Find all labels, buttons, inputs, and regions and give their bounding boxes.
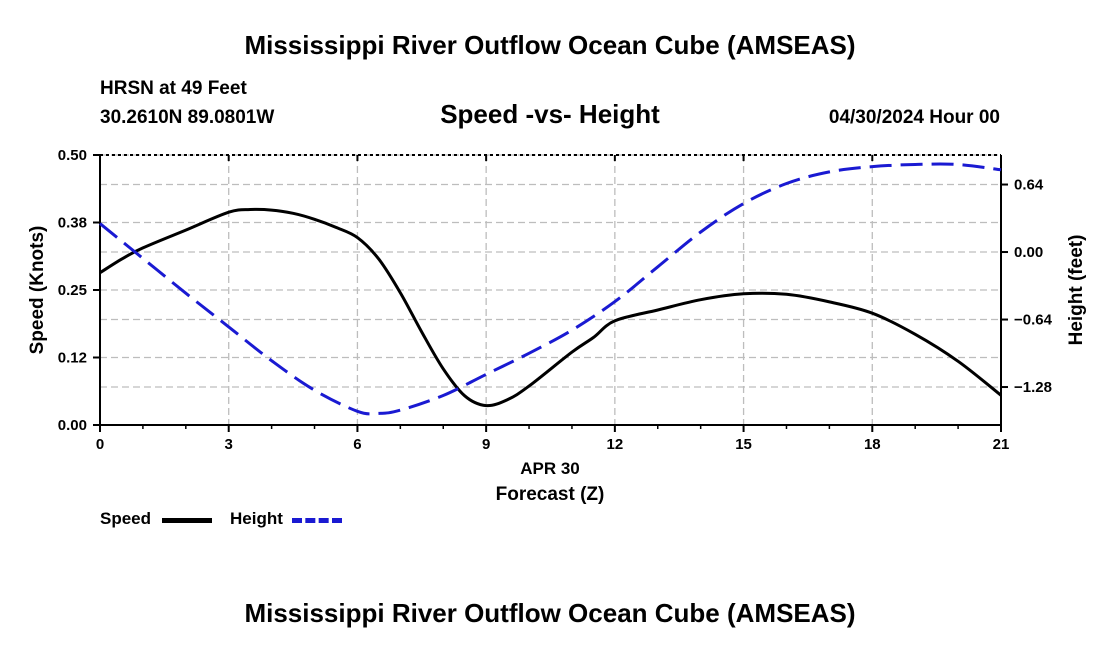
y-axis-right-title: Height (feet) bbox=[1066, 235, 1087, 346]
legend-speed-swatch bbox=[162, 518, 212, 523]
x-axis-date-label: APR 30 bbox=[520, 459, 580, 478]
y-left-tick-label: 0.50 bbox=[58, 147, 87, 164]
station-label: HRSN at 49 Feet bbox=[100, 78, 247, 99]
chart-title: Mississippi River Outflow Ocean Cube (AM… bbox=[244, 30, 856, 60]
legend-speed-label: Speed bbox=[100, 509, 152, 528]
legend-height-swatch bbox=[292, 518, 342, 523]
x-tick-label: 21 bbox=[993, 436, 1010, 453]
x-tick-label: 3 bbox=[225, 436, 233, 453]
y-right-tick-label: 0.64 bbox=[1014, 177, 1044, 194]
y-left-tick-label: 0.00 bbox=[58, 417, 87, 434]
y-left-tick-label: 0.38 bbox=[58, 215, 87, 232]
footer-title: Mississippi River Outflow Ocean Cube (AM… bbox=[244, 598, 856, 628]
x-tick-label: 18 bbox=[864, 436, 881, 453]
y-right-tick-label: 0.00 bbox=[1014, 244, 1043, 261]
legend-height-label: Height bbox=[230, 509, 283, 528]
x-tick-label: 12 bbox=[607, 436, 624, 453]
forecast-datetime: 04/30/2024 Hour 00 bbox=[828, 107, 1000, 128]
speed-series-line bbox=[99, 207, 1002, 408]
chart-subtitle: Speed -vs- Height bbox=[440, 99, 660, 129]
y-right-tick-label: −0.64 bbox=[1014, 312, 1053, 329]
x-axis-title: Forecast (Z) bbox=[496, 484, 605, 505]
x-tick-label: 15 bbox=[735, 436, 752, 453]
height-series-line bbox=[99, 162, 1002, 416]
y-left-tick-label: 0.12 bbox=[58, 350, 87, 367]
x-tick-label: 9 bbox=[482, 436, 490, 453]
y-right-tick-label: −1.28 bbox=[1014, 379, 1052, 396]
coordinates-label: 30.2610N 89.0801W bbox=[100, 107, 275, 128]
y-axis-left-title: Speed (Knots) bbox=[27, 226, 48, 355]
y-left-tick-label: 0.25 bbox=[58, 282, 87, 299]
x-tick-label: 0 bbox=[96, 436, 104, 453]
x-tick-label: 6 bbox=[353, 436, 361, 453]
